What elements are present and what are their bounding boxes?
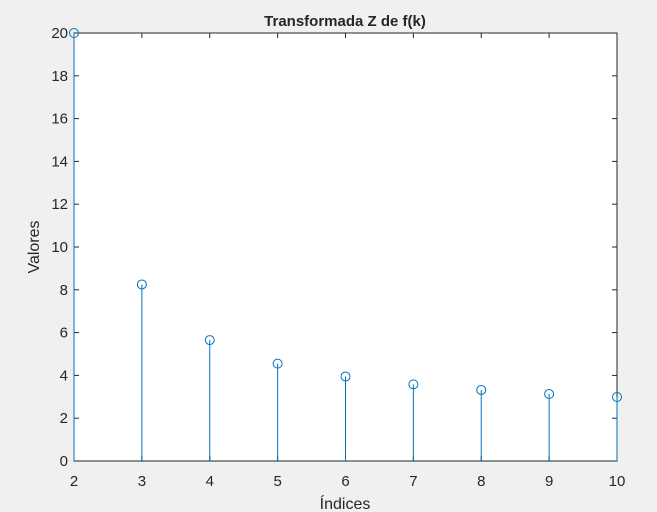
x-tick-label: 9 bbox=[545, 473, 553, 490]
stem-marker bbox=[612, 392, 622, 403]
y-axis-label: Valores bbox=[26, 220, 43, 273]
x-tick-label: 4 bbox=[206, 473, 214, 490]
stem-marker bbox=[272, 358, 283, 369]
stem-marker bbox=[69, 28, 79, 38]
stem-marker bbox=[136, 279, 147, 290]
y-tick-label: 8 bbox=[60, 282, 68, 299]
y-tick-label: 16 bbox=[51, 111, 68, 128]
y-tick-label: 0 bbox=[60, 453, 68, 470]
stem-marker bbox=[544, 389, 555, 400]
x-tick-label: 2 bbox=[70, 473, 78, 490]
stem-marker bbox=[204, 335, 215, 346]
y-tick-label: 14 bbox=[51, 153, 68, 170]
y-tick-label: 4 bbox=[60, 367, 68, 384]
y-tick-label: 6 bbox=[60, 325, 68, 342]
y-tick-label: 18 bbox=[51, 68, 68, 85]
x-tick-label: 6 bbox=[341, 473, 349, 490]
chart-title: Transformada Z de f(k) bbox=[264, 13, 426, 30]
x-tick-label: 5 bbox=[273, 473, 281, 490]
x-tick-label: 10 bbox=[609, 473, 626, 490]
x-tick-label: 3 bbox=[138, 473, 146, 490]
x-axis-label: Índices bbox=[320, 494, 371, 512]
y-tick-label: 20 bbox=[51, 25, 68, 42]
stem-series bbox=[69, 28, 622, 461]
x-tick-label: 8 bbox=[477, 473, 485, 490]
stem-marker bbox=[408, 379, 419, 390]
x-axis-ticks: 2 3 4 5 6 7 8 9 10 bbox=[70, 33, 626, 490]
y-axis-ticks: 0 2 4 6 8 10 12 14 16 18 20 bbox=[51, 25, 617, 470]
stem-marker bbox=[340, 371, 351, 382]
stem-marker bbox=[476, 384, 487, 395]
y-tick-label: 2 bbox=[60, 410, 68, 427]
y-tick-label: 10 bbox=[51, 239, 68, 256]
x-tick-label: 7 bbox=[409, 473, 417, 490]
y-tick-label: 12 bbox=[51, 196, 68, 213]
